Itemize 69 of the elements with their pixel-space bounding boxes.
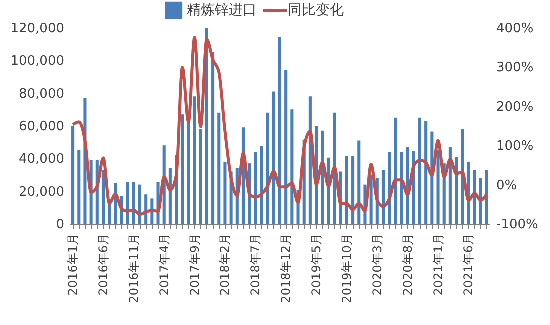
x-tick-label: 2018年7月	[248, 234, 263, 296]
bar	[448, 147, 452, 224]
bar	[199, 129, 202, 224]
x-tick-label: 2017年9月	[188, 234, 202, 296]
x-tick-label: 2018年2月	[218, 234, 232, 296]
y2-tick-label: -100%	[496, 218, 538, 232]
bar	[193, 96, 196, 224]
bar	[424, 121, 428, 224]
bar	[78, 150, 81, 224]
bar	[72, 126, 75, 224]
x-tick-label: 2018年12月	[279, 234, 294, 304]
bar	[132, 182, 136, 224]
y-tick-label: 40,000	[19, 152, 64, 168]
x-tick-label: 2016年1月	[66, 234, 80, 296]
y2-tick-label: 0%	[496, 178, 518, 194]
x-tick-label: 2020年8月	[400, 234, 415, 296]
bar	[436, 150, 440, 224]
y-tick-label: 120,000	[10, 22, 64, 36]
y-tick-label: 80,000	[19, 86, 64, 102]
y2-tick-label: 200%	[496, 100, 534, 115]
bar	[358, 140, 361, 224]
bar	[455, 157, 458, 224]
bar	[254, 152, 258, 224]
bar	[224, 162, 227, 224]
x-tick-label: 2016年11月	[126, 234, 141, 304]
bar	[218, 112, 221, 224]
y-tick-label: 100,000	[10, 54, 64, 70]
line-series	[72, 36, 488, 216]
y2-tick-label: 300%	[496, 60, 534, 76]
y2-tick-label: 100%	[496, 139, 534, 154]
x-tick-label: 2017年4月	[157, 234, 172, 296]
bar	[473, 170, 476, 224]
bar	[168, 168, 172, 224]
bar	[461, 129, 464, 224]
legend-label: 精炼锌进口	[187, 2, 257, 18]
bar	[126, 182, 130, 224]
bar	[479, 178, 482, 224]
bar	[418, 118, 422, 224]
x-tick-label: 2020年3月	[370, 234, 384, 296]
bar	[260, 146, 264, 224]
bar	[400, 152, 404, 224]
bar	[181, 114, 184, 224]
bar	[138, 184, 142, 224]
bar	[382, 170, 385, 224]
x-tick-label: 2021年1月	[431, 234, 446, 296]
x-tick-label: 2021年6月	[462, 234, 476, 296]
y-tick-label: 60,000	[19, 120, 64, 134]
bar	[394, 118, 398, 224]
x-tick-label: 2016年6月	[96, 234, 110, 296]
bar	[284, 70, 288, 224]
bar	[485, 170, 488, 224]
bar	[187, 122, 190, 224]
bar	[430, 132, 434, 224]
x-tick-label: 2019年5月	[310, 234, 324, 296]
y-tick-label: 20,000	[19, 184, 64, 200]
bar	[205, 28, 208, 224]
bar	[290, 110, 294, 224]
bar	[266, 112, 270, 224]
legend-label: 同比变化	[288, 2, 344, 18]
bar	[278, 36, 282, 224]
bar	[272, 92, 276, 224]
bar	[102, 170, 105, 224]
bar	[345, 156, 348, 224]
bar	[212, 52, 215, 224]
bar	[370, 175, 373, 224]
bar	[352, 156, 355, 224]
y-tick-label: 0	[56, 218, 64, 232]
x-tick-label: 2019年10月	[340, 234, 354, 304]
y2-tick-label: 400%	[496, 22, 534, 36]
